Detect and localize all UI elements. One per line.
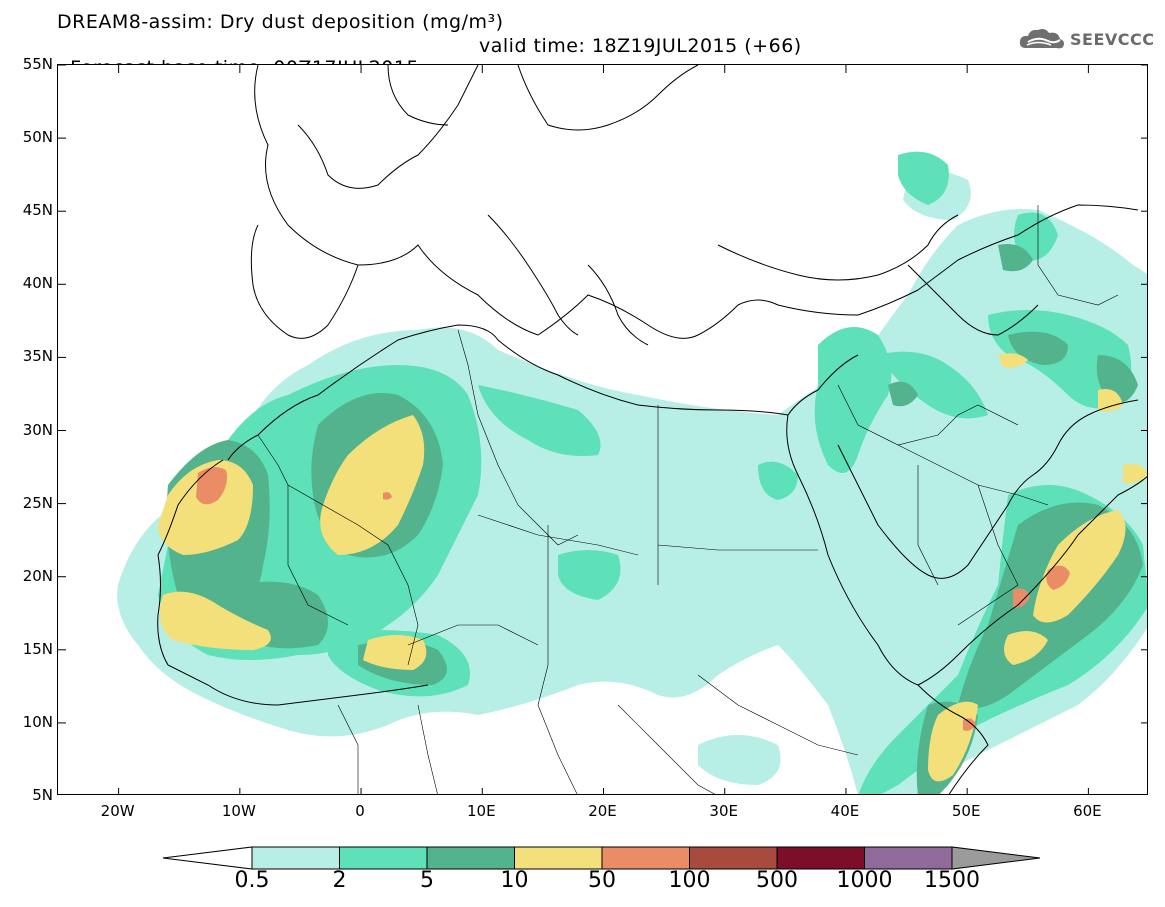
lat-label: 15N: [22, 639, 53, 658]
lat-label: 35N: [22, 347, 53, 366]
lat-label: 5N: [32, 786, 53, 804]
lat-label: 40N: [22, 274, 53, 293]
lat-label: 55N: [22, 55, 53, 73]
lon-label: 20W: [100, 802, 135, 820]
lat-label: 45N: [22, 201, 53, 220]
colorbar-segment: [339, 846, 428, 870]
coastlines: [157, 65, 1147, 794]
map-panel: [57, 64, 1148, 795]
colorbar-segment: [426, 846, 515, 870]
colorbar-segment: [776, 846, 865, 870]
colorbar-label: 0.5: [234, 868, 270, 893]
lat-label: 20N: [22, 566, 53, 585]
lat-label: 25N: [22, 493, 53, 512]
colorbar-over-arrow: [951, 846, 1041, 870]
deposition-band-10: [158, 353, 1147, 782]
lon-label: 0: [355, 802, 365, 820]
colorbar-label: 500: [756, 868, 798, 893]
country-borders: [257, 205, 1119, 794]
lat-label: 10N: [22, 712, 53, 731]
dust-deposition-map: [58, 65, 1147, 794]
lat-label: 30N: [22, 420, 53, 439]
lat-label: 50N: [22, 128, 53, 147]
deposition-band-50: [196, 467, 1070, 731]
map-ticks: [58, 65, 1147, 794]
lon-label: 10W: [221, 802, 256, 820]
cloud-icon: [1019, 29, 1064, 49]
colorbar-label: 10: [500, 868, 529, 893]
colorbar-label: 5: [420, 868, 434, 893]
lon-label: 60E: [1073, 802, 1102, 820]
seevccc-logo: SEEVCCC: [1018, 26, 1155, 52]
colorbar-segment: [689, 846, 778, 870]
lon-label: 20E: [588, 802, 617, 820]
lon-label: 30E: [709, 802, 739, 820]
colorbar-label: 50: [588, 868, 616, 893]
map-title: DREAM8-assim: Dry dust deposition (mg/m³…: [57, 11, 504, 33]
lon-label: 40E: [830, 802, 860, 820]
colorbar-under-arrow: [162, 846, 253, 870]
colorbar-segment: [251, 846, 340, 870]
lon-label: 50E: [951, 802, 981, 820]
colorbar-label: 1500: [924, 868, 980, 893]
colorbar-segment: [864, 846, 953, 870]
colorbar-segment: [514, 846, 603, 870]
colorbar: [162, 846, 1041, 870]
colorbar-label: 2: [332, 868, 347, 893]
lon-label: 10E: [466, 802, 496, 820]
valid-time: valid time: 18Z19JUL2015 (+66): [479, 35, 802, 57]
colorbar-label: 100: [668, 868, 711, 893]
colorbar-segment: [601, 846, 690, 870]
colorbar-label: 1000: [836, 868, 893, 893]
logo-text: SEEVCCC: [1070, 29, 1155, 49]
